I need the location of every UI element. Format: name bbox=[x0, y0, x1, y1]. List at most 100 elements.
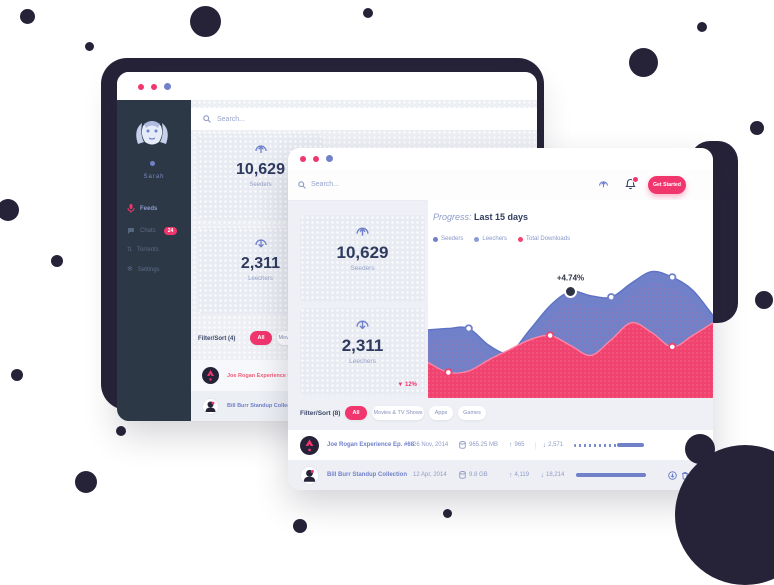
legend-item[interactable]: Leechers bbox=[474, 236, 507, 242]
avatar[interactable] bbox=[130, 114, 174, 158]
traffic-dot[interactable] bbox=[151, 84, 157, 90]
down-arrow-icon: ↓ bbox=[540, 471, 545, 479]
filter-label: Filter/Sort (4) bbox=[198, 336, 236, 342]
sidebar-item-chats[interactable]: Chats 24 bbox=[127, 227, 191, 235]
row-download-count: 18,214 bbox=[546, 472, 565, 478]
divider: | bbox=[534, 440, 537, 450]
row-download-count: 2,571 bbox=[548, 442, 564, 448]
sidebar: Sarah Feeds Chats 24 ⇅ Torrents ✻ Settin… bbox=[117, 100, 191, 421]
filter-pill-movies[interactable]: Movies & TV Shows bbox=[372, 406, 424, 420]
decor-blob bbox=[755, 291, 773, 309]
decor-blob bbox=[85, 42, 94, 51]
decor-blob bbox=[116, 426, 126, 436]
row-title: Joe Rogan Experience Ep. #68 bbox=[227, 372, 307, 379]
pill-label: Movies & TV Shows bbox=[373, 410, 423, 416]
row-size: 965.25 MB bbox=[469, 442, 499, 448]
search-input[interactable]: Search... bbox=[217, 115, 246, 123]
chart-title-main: Last 15 days bbox=[474, 212, 529, 222]
mic-icon bbox=[127, 204, 135, 213]
filter-pill-all[interactable]: All bbox=[250, 331, 272, 345]
chart-legend: Seeders Leechers Total Downloads bbox=[433, 236, 581, 242]
row-date: 12 Apr, 2014 bbox=[413, 472, 447, 478]
front-window-titlebar bbox=[288, 148, 713, 170]
pill-label: Apps bbox=[434, 410, 448, 416]
legend-label: Total Downloads bbox=[526, 236, 571, 242]
decor-blob bbox=[0, 199, 19, 221]
table-row[interactable]: Bill Burr Standup Collection 12 Apr, 201… bbox=[288, 460, 713, 490]
stat-value: 10,629 bbox=[236, 161, 285, 178]
legend-item[interactable]: Total Downloads bbox=[518, 236, 570, 242]
search-input[interactable]: Search... bbox=[311, 181, 340, 188]
table-row[interactable]: Joe Rogan Experience Ep. #68 26 Nov, 201… bbox=[288, 430, 713, 460]
row-title: Joe Rogan Experience Ep. #68 bbox=[327, 442, 415, 448]
row-title: Bill Burr Standup Collection bbox=[227, 403, 301, 409]
download-circle-icon[interactable] bbox=[668, 470, 677, 480]
sidebar-item-label: Chats bbox=[140, 228, 156, 234]
traffic-dot[interactable] bbox=[300, 156, 306, 162]
stat-card-seeders: 10,629 Seeders bbox=[300, 215, 425, 302]
chart-title-prefix: Progress: bbox=[433, 212, 472, 222]
filter-pill-apps[interactable]: Apps bbox=[429, 406, 453, 420]
gear-icon: ✻ bbox=[127, 266, 133, 273]
upload-icon bbox=[300, 225, 425, 244]
up-arrow-icon: ↑ bbox=[509, 471, 513, 479]
legend-label: Seeders bbox=[441, 236, 464, 242]
stat-value: 10,629 bbox=[336, 243, 389, 262]
decor-blob bbox=[51, 255, 63, 267]
stat-label: Seeders bbox=[249, 182, 272, 188]
upload-icon[interactable] bbox=[598, 179, 609, 190]
stat-card-leechers: 2,311 Leechers ▼ 12% bbox=[300, 308, 425, 395]
cta-button[interactable]: Get Started bbox=[648, 176, 686, 194]
sidebar-item-torrents[interactable]: ⇅ Torrents bbox=[127, 246, 159, 254]
stat-label: Leechers bbox=[349, 358, 376, 365]
decor-blob bbox=[190, 6, 221, 37]
sidebar-item-feeds[interactable]: Feeds bbox=[127, 204, 157, 213]
sidebar-item-label: Feeds bbox=[140, 205, 158, 212]
front-header: Search... Get Started bbox=[288, 170, 713, 201]
avatar bbox=[300, 435, 319, 455]
user-name: Sarah bbox=[143, 174, 165, 180]
legend-item[interactable]: Seeders bbox=[433, 236, 463, 242]
area-chart[interactable]: +4.74% bbox=[428, 256, 713, 398]
traffic-dot[interactable] bbox=[326, 155, 333, 162]
chart-title: Progress: Last 15 days bbox=[433, 212, 528, 222]
legend-dot bbox=[433, 236, 438, 242]
stat-value: 2,311 bbox=[240, 255, 281, 272]
decor-blob bbox=[443, 509, 452, 518]
sidebar-item-label: Settings bbox=[137, 266, 160, 273]
traffic-dot[interactable] bbox=[313, 156, 319, 162]
decor-blob bbox=[363, 8, 373, 18]
sidebar-item-settings[interactable]: ✻ Settings bbox=[127, 266, 160, 273]
progress-bar bbox=[574, 443, 645, 447]
stat-label: Leechers bbox=[248, 276, 273, 282]
avatar bbox=[202, 367, 219, 384]
filter-pill-games[interactable]: Games bbox=[458, 406, 486, 420]
chat-icon bbox=[127, 227, 135, 235]
pill-label: Games bbox=[463, 410, 481, 416]
row-size: 9.8 GB bbox=[469, 472, 488, 478]
up-arrow-icon: ↑ bbox=[509, 441, 513, 449]
download-icon bbox=[300, 318, 425, 337]
storage-icon bbox=[459, 441, 466, 449]
bell-icon[interactable] bbox=[625, 176, 639, 190]
pill-label: All bbox=[257, 335, 265, 341]
legend-dot bbox=[474, 236, 480, 242]
filter-pill-all[interactable]: All bbox=[345, 406, 367, 420]
back-search-bar[interactable]: Search... bbox=[191, 108, 537, 130]
down-arrow-icon: ↓ bbox=[542, 441, 547, 449]
row-upload-count: 4,119 bbox=[514, 472, 530, 478]
row-title: Bill Burr Standup Collection bbox=[327, 472, 408, 478]
stat-delta: ▼ 12% bbox=[397, 382, 417, 388]
pill-label: All bbox=[352, 410, 360, 416]
progress-bar bbox=[576, 473, 646, 477]
decor-blob bbox=[20, 9, 35, 24]
traffic-dot[interactable] bbox=[138, 84, 144, 90]
search-icon bbox=[298, 181, 306, 189]
filter-label: Filter/Sort (8) bbox=[300, 410, 341, 417]
chart-panel: Progress: Last 15 days Seeders Leechers … bbox=[428, 200, 713, 398]
status-dot bbox=[150, 161, 155, 166]
legend-label: Leechers bbox=[482, 236, 508, 242]
decor-blob bbox=[293, 519, 307, 533]
row-date: 26 Nov, 2014 bbox=[413, 442, 449, 448]
traffic-dot[interactable] bbox=[164, 83, 171, 90]
